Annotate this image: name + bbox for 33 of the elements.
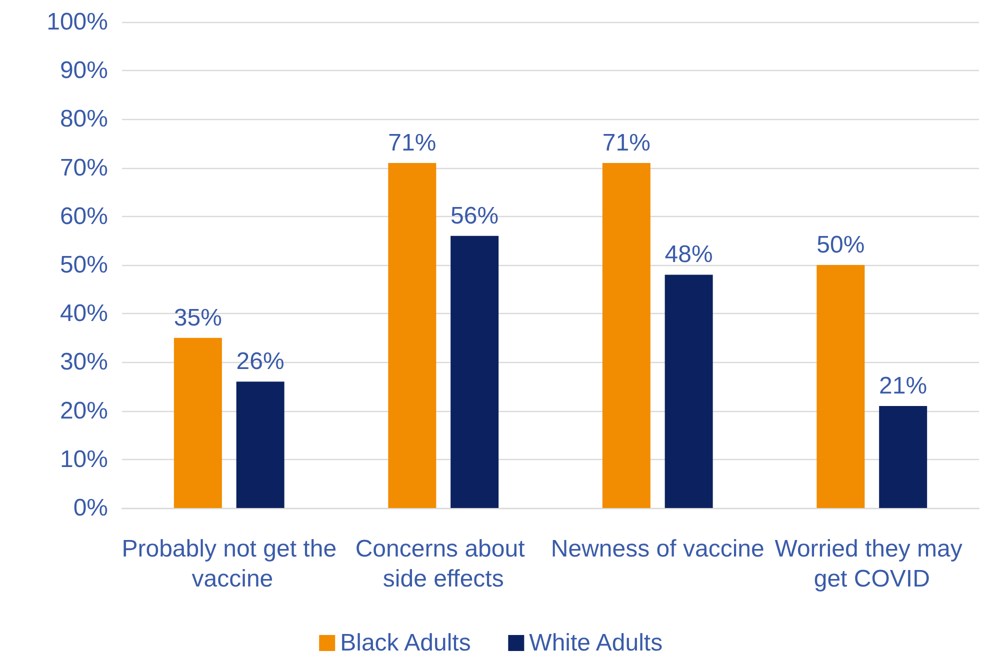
y-tick-label: 50% (60, 252, 108, 278)
y-tick-label: 40% (60, 300, 108, 328)
legend-label: Black Adults (340, 630, 471, 656)
bar (236, 382, 284, 508)
x-tick-label: Concerns about side effects (355, 536, 532, 592)
data-label: 71% (388, 129, 436, 156)
bar (879, 406, 928, 508)
x-tick-label: Worried they may get COVID (774, 536, 970, 592)
y-tick-label: 80% (60, 106, 108, 133)
y-tick-label: 10% (60, 446, 108, 473)
bar (664, 274, 713, 508)
y-tick-label: 0% (73, 494, 108, 522)
data-label: 48% (664, 241, 713, 268)
data-label: 21% (879, 372, 928, 400)
bar (602, 162, 650, 508)
x-tick-label: Probably not get the vaccine (122, 536, 337, 592)
y-tick-label: 30% (60, 348, 108, 376)
legend-label: White Adults (529, 630, 663, 656)
y-tick-label: 60% (60, 202, 108, 230)
bar (388, 162, 436, 508)
data-label: 26% (236, 348, 284, 376)
y-tick-label: 70% (60, 154, 108, 182)
y-tick-label: 20% (60, 397, 108, 424)
data-label: 35% (174, 304, 222, 332)
bar (174, 338, 222, 508)
y-tick-label: 90% (60, 57, 108, 84)
x-tick-label: Newness of vaccine (550, 536, 764, 562)
data-label: 50% (816, 232, 865, 258)
data-label: 71% (602, 129, 650, 156)
y-tick-label: 100% (46, 8, 108, 36)
data-label: 56% (450, 202, 499, 230)
bar (450, 236, 499, 508)
bar (816, 265, 865, 508)
